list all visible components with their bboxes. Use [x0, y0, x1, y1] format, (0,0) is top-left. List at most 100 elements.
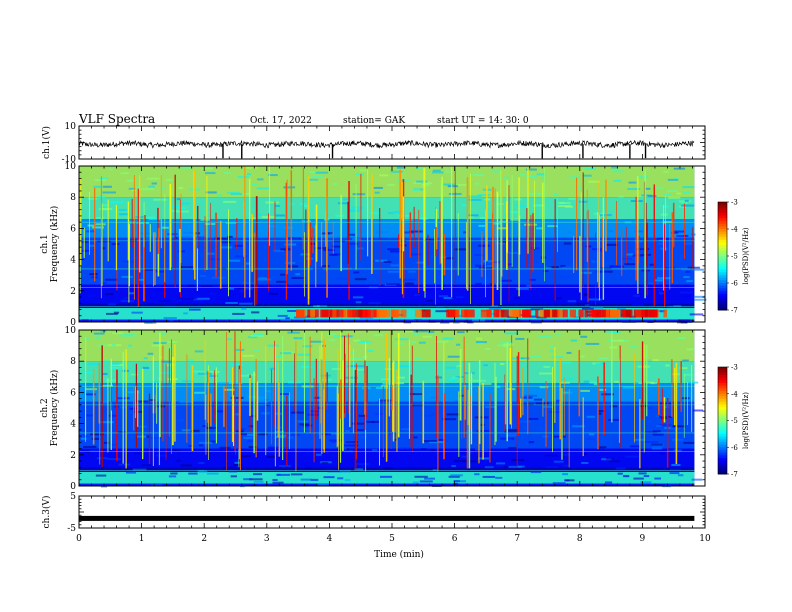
- spectrogram-texture: [613, 179, 622, 182]
- spectrogram-texture: [246, 434, 253, 437]
- spectrogram-texture: [339, 335, 353, 338]
- spectrogram-texture: [321, 462, 329, 465]
- spectrogram-texture: [180, 402, 189, 405]
- spectrogram-texture: [395, 338, 409, 341]
- spectrogram-texture: [95, 223, 106, 226]
- colorbar-segment: [718, 441, 727, 446]
- spectrogram-texture: [682, 191, 691, 194]
- spectrogram-texture: [617, 472, 623, 475]
- spectrogram-texture: [255, 397, 265, 400]
- spectrogram-texture: [142, 366, 150, 369]
- spectrogram-texture: [80, 301, 92, 304]
- spectrogram-texture: [390, 264, 400, 267]
- spectrogram-texture: [396, 376, 405, 379]
- spectrogram-texture: [508, 446, 517, 449]
- spectrogram-texture: [321, 265, 330, 268]
- spectrogram-texture: [154, 270, 166, 273]
- spectrogram-texture: [316, 483, 329, 486]
- spectrogram-texture: [378, 399, 393, 402]
- spectrogram-texture: [305, 467, 312, 470]
- spectrogram-texture: [107, 458, 121, 461]
- colorbar-segment: [718, 264, 727, 268]
- spectrogram-texture: [159, 356, 164, 359]
- colorbar-segment: [718, 299, 727, 303]
- spectrogram-texture: [217, 194, 223, 197]
- spectrogram-texture: [91, 226, 104, 229]
- spectrogram-texture: [167, 233, 178, 236]
- spectrogram-texture: [646, 287, 659, 290]
- spectrogram-texture: [681, 295, 691, 298]
- spectrogram-texture: [562, 453, 571, 456]
- spectrogram-texture: [545, 266, 552, 269]
- spectrogram-texture: [108, 266, 115, 269]
- spectrogram-texture: [110, 201, 124, 204]
- spectrogram-texture: [448, 378, 455, 381]
- spectrogram-texture: [428, 331, 435, 334]
- spectrogram-texture: [632, 426, 642, 429]
- spectrogram-texture: [420, 414, 435, 417]
- spectrogram-texture: [499, 240, 508, 243]
- spectrogram-texture: [683, 441, 695, 444]
- colorbar-segment: [718, 202, 727, 206]
- spectrogram-texture: [556, 297, 562, 300]
- spectrogram-texture: [265, 201, 279, 204]
- spectrogram-texture: [183, 312, 188, 315]
- spectrogram-texture: [444, 170, 453, 173]
- spectrogram-texture: [598, 410, 605, 413]
- spectrogram-texture: [143, 357, 148, 360]
- spectrogram-texture: [524, 394, 538, 397]
- spectrogram-texture: [677, 474, 684, 477]
- spectrogram-texture: [87, 363, 100, 366]
- spectrogram-texture: [284, 243, 297, 246]
- colorbar-segment: [718, 210, 727, 214]
- colorbar-segment: [718, 204, 727, 208]
- spectrogram-texture: [300, 304, 312, 307]
- spectrogram-texture: [136, 221, 150, 224]
- spectrogram-y-tick-label: 2: [70, 451, 76, 461]
- spectrogram-texture: [280, 318, 293, 321]
- spectrogram-texture: [557, 205, 572, 208]
- colorbar-segment: [718, 463, 727, 467]
- spectrogram-texture: [483, 364, 488, 367]
- spectrogram-strong-band: [552, 309, 558, 318]
- spectrogram-texture: [583, 293, 589, 296]
- spectrogram-texture: [177, 250, 185, 253]
- spectrogram-texture: [411, 188, 421, 191]
- spectrogram-texture: [547, 225, 558, 228]
- spectrogram-texture: [194, 391, 206, 394]
- spectrogram-strong-band: [454, 309, 460, 318]
- spectrogram-texture: [560, 264, 566, 267]
- spectrogram-texture: [401, 428, 411, 431]
- spectrogram-texture: [654, 477, 661, 480]
- spectrogram-texture: [553, 193, 559, 196]
- spectrogram-y-axis-label: ch.1: [40, 234, 50, 253]
- spectrogram-texture: [686, 280, 693, 283]
- spectrogram-texture: [176, 210, 189, 213]
- spectrogram-texture: [185, 358, 194, 361]
- colorbar-tick-label: -5: [731, 253, 738, 261]
- spectrogram-texture: [279, 352, 292, 355]
- colorbar-segment: [718, 431, 727, 435]
- spectrogram-texture: [351, 206, 364, 209]
- colorbar-segment: [718, 372, 727, 376]
- spectrogram-texture: [355, 301, 362, 304]
- spectrogram-texture: [369, 212, 379, 215]
- spectrogram-texture: [552, 482, 566, 485]
- spectrogram-texture: [578, 355, 585, 358]
- spectrogram-texture: [625, 455, 639, 458]
- spectrogram-texture: [188, 472, 198, 475]
- spectrogram-texture: [551, 356, 564, 359]
- spectrogram-texture: [545, 454, 559, 457]
- spectrogram-texture: [234, 244, 243, 247]
- colorbar-segment: [718, 212, 727, 216]
- spectrogram-texture: [529, 354, 542, 357]
- spectrogram-texture: [453, 482, 459, 485]
- spectrogram-texture: [408, 270, 417, 273]
- colorbar-segment: [718, 226, 727, 230]
- spectrogram-texture: [287, 265, 299, 268]
- spectrogram-texture: [233, 463, 243, 466]
- spectrogram-texture: [146, 302, 154, 305]
- spectrogram-texture: [467, 451, 474, 454]
- spectrogram-texture: [128, 292, 135, 295]
- spectrogram-texture: [495, 476, 503, 479]
